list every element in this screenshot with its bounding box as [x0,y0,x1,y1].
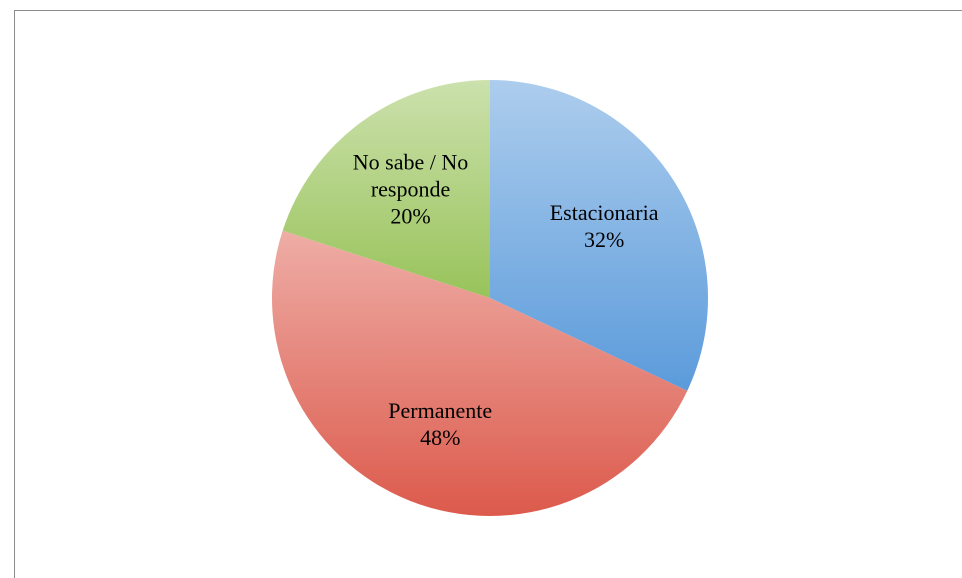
label-value: 48% [420,424,461,450]
pie-slice [282,80,490,298]
label-category: Permanente [388,397,493,423]
pie-slice [271,230,688,517]
slice-label: Permanente 48% [365,397,515,451]
label-category: Estacionaria [549,199,659,225]
label-value: 20% [390,203,431,229]
chart-frame [14,10,962,578]
label-value: 32% [583,226,625,252]
pie-slice [490,80,708,391]
slice-label: No sabe / No responde 20% [336,148,486,229]
slice-label: Estacionaria 32% [529,199,679,253]
label-category: No sabe / No responde [352,149,469,202]
